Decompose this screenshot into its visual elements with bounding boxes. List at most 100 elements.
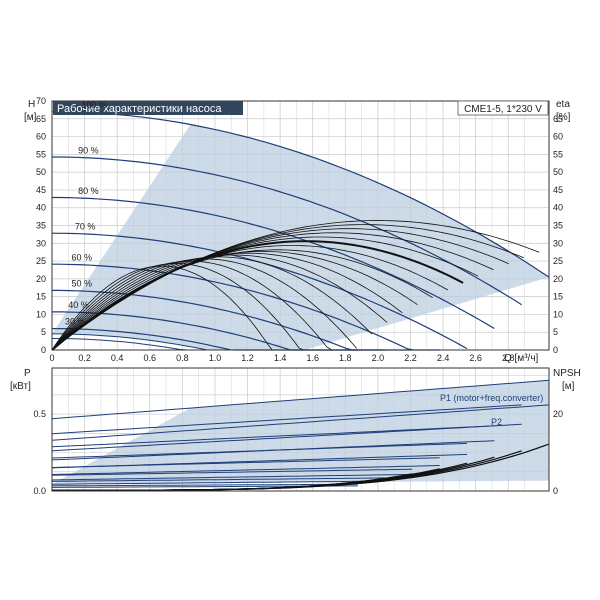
x-tick-label: 0 — [49, 353, 54, 363]
power-axis-label: P — [24, 368, 31, 379]
power-curves — [51, 379, 550, 488]
efficiency-axis-unit: [%] — [556, 112, 571, 123]
y-tick-label-right: 40 — [553, 203, 563, 213]
npsh-tick-label: 0 — [553, 486, 558, 496]
power-curve — [52, 480, 386, 485]
power-curve — [51, 483, 358, 487]
y-tick-label-right: 35 — [553, 221, 563, 231]
power-tick-label: 0.0 — [33, 486, 46, 496]
npsh-curve — [52, 482, 358, 491]
efficiency-axis-label: eta — [556, 99, 570, 110]
y-tick-label-left: 45 — [36, 185, 46, 195]
efficiency-curve — [51, 220, 540, 351]
speed-label: 100 % — [81, 100, 107, 110]
npsh-curves — [52, 443, 550, 491]
power-curve — [51, 473, 413, 481]
x-tick-label: 2.8 — [502, 353, 515, 363]
y-tick-label-left: 20 — [36, 274, 46, 284]
title-box — [53, 101, 243, 115]
x-tick-label: 2.0 — [372, 353, 385, 363]
y-tick-label-right: 10 — [553, 309, 563, 319]
npsh-tick-label: 20 — [553, 409, 563, 419]
speed-label: 60 % — [72, 252, 93, 262]
power-curve — [51, 468, 413, 476]
y-tick-label-left: 35 — [36, 221, 46, 231]
power-curve — [51, 404, 522, 435]
head-curve — [52, 156, 523, 306]
y-tick-label-left: 10 — [36, 309, 46, 319]
speed-label: 70 % — [75, 222, 96, 232]
npsh-axis-unit: [м] — [562, 381, 575, 392]
speed-label: 90 % — [78, 145, 99, 155]
head-curve — [52, 111, 550, 278]
x-tick-label: 0.6 — [144, 353, 157, 363]
speed-label: 30 % — [65, 317, 86, 327]
power-curve — [51, 457, 440, 468]
p1-series-label: P1 (motor+freq.converter) — [440, 393, 543, 403]
power-curve — [51, 379, 550, 420]
speed-labels: 100 % 90 % 80 % 70 % 60 % 50 % 40 % 30 % — [65, 100, 107, 326]
x-tick-label: 1.6 — [306, 353, 319, 363]
power-curve — [51, 477, 386, 482]
y-tick-label-left: 50 — [36, 167, 46, 177]
speed-label: 80 % — [78, 186, 99, 196]
y-tick-label-left: 40 — [36, 203, 46, 213]
head-axis-unit: [м] — [24, 112, 37, 123]
efficiency-curves — [51, 220, 540, 351]
y-tick-label-left: 55 — [36, 149, 46, 159]
model-box — [457, 100, 549, 116]
y-tick-label-right: 0 — [553, 345, 558, 355]
upper-plot-frame — [51, 100, 550, 351]
model-label: CME1-5, 1*230 V — [464, 104, 542, 115]
efficiency-curve — [51, 265, 312, 351]
power-tick-label: 0.5 — [33, 409, 46, 419]
x-tick-label: 1.4 — [274, 353, 287, 363]
y-tick-label-right: 30 — [553, 238, 563, 248]
y-tick-label-left: 5 — [41, 327, 46, 337]
power-axis-unit: [кВт] — [10, 381, 31, 392]
head-efficiency-plot: Рабочие характеристики насоса CME1-5, 1*… — [24, 96, 571, 364]
y-tick-label-left: 65 — [36, 114, 46, 124]
y-tick-label-left: 30 — [36, 238, 46, 248]
y-tick-label-right: 50 — [553, 167, 563, 177]
x-tick-label: 2.6 — [469, 353, 482, 363]
x-tick-label: 0.4 — [111, 353, 124, 363]
power-curve — [51, 425, 495, 448]
x-tick-label: 2.4 — [437, 353, 450, 363]
flow-axis-label: Q [м³/ч] — [504, 353, 539, 364]
y-tick-label-left: 15 — [36, 292, 46, 302]
y-tick-label-left: 0 — [41, 345, 46, 355]
y-tick-label-right: 5 — [553, 327, 558, 337]
power-curve — [51, 465, 440, 475]
x-tick-label: 2.2 — [404, 353, 417, 363]
y-tick-label-left: 25 — [36, 256, 46, 266]
lower-tick-labels: 0.0 0.5 0 20 — [33, 409, 563, 496]
y-tick-label-right: 45 — [553, 185, 563, 195]
y-tick-label-right: 55 — [553, 149, 563, 159]
x-tick-label: 1.8 — [339, 353, 352, 363]
head-axis-label: H — [28, 99, 35, 110]
chart-title: Рабочие характеристики насоса — [57, 103, 222, 115]
head-curve — [52, 263, 440, 351]
y-tick-label-left: 70 — [36, 96, 46, 106]
power-npsh-plot: P [кВт] NPSH [м] P1 (motor+freq.converte… — [10, 367, 581, 496]
x-tick-label: 0.2 — [78, 353, 91, 363]
power-curve — [51, 404, 550, 441]
speed-label: 40 % — [68, 300, 89, 310]
y-tick-label-right: 20 — [553, 274, 563, 284]
y-tick-label-right: 60 — [553, 132, 563, 142]
p2-series-label: P2 — [491, 417, 502, 427]
lower-plot-frame — [51, 367, 550, 492]
x-tick-label: 1.2 — [241, 353, 254, 363]
upper-tick-labels: 0 0.2 0.4 0.6 0.8 1.0 1.2 1.4 1.6 1.8 2.0 2.2 2.4 2.6… — [36, 96, 563, 363]
power-curve — [51, 442, 468, 459]
x-tick-label: 1.0 — [209, 353, 222, 363]
y-tick-label-right: 65 — [553, 114, 563, 124]
x-tick-label: 0.8 — [176, 353, 189, 363]
speed-label: 50 % — [72, 279, 93, 289]
y-tick-label-right: 25 — [553, 256, 563, 266]
y-tick-label-right: 15 — [553, 292, 563, 302]
npsh-axis-label: NPSH — [553, 368, 581, 379]
head-curve — [52, 196, 495, 330]
